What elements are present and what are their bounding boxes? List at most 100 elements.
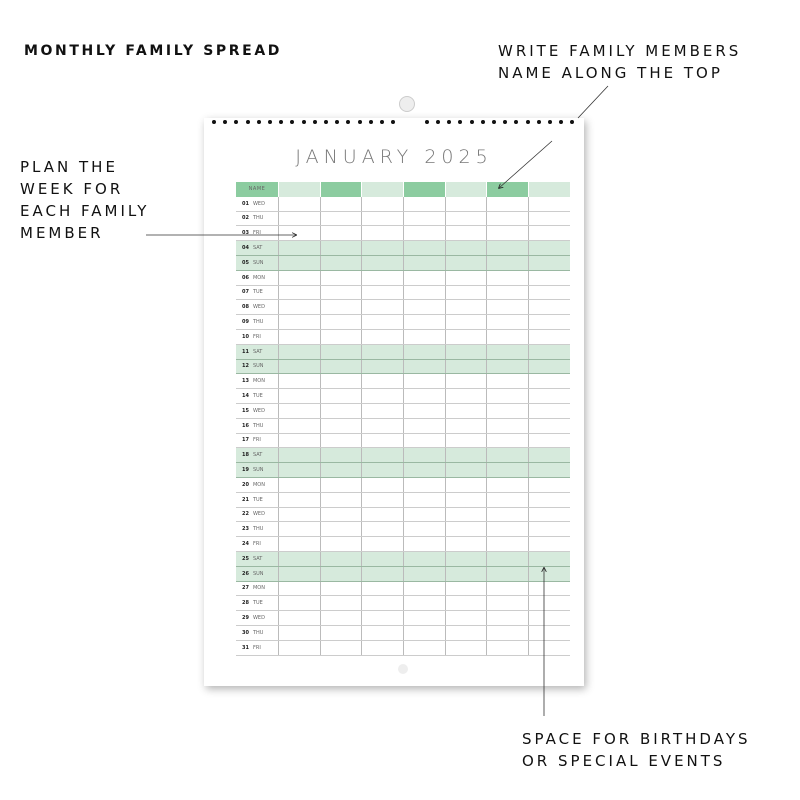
plan-cell[interactable] bbox=[278, 359, 320, 374]
plan-cell[interactable] bbox=[278, 211, 320, 226]
member-name-cell[interactable] bbox=[278, 182, 320, 197]
plan-cell[interactable] bbox=[486, 211, 528, 226]
plan-cell[interactable] bbox=[486, 285, 528, 300]
plan-cell[interactable] bbox=[319, 448, 362, 463]
plan-cell[interactable] bbox=[444, 448, 487, 463]
plan-cell[interactable] bbox=[403, 403, 445, 418]
plan-cell[interactable] bbox=[403, 255, 445, 270]
plan-cell[interactable] bbox=[444, 566, 487, 581]
plan-cell[interactable] bbox=[403, 433, 445, 448]
plan-cell[interactable] bbox=[486, 389, 528, 403]
plan-cell[interactable] bbox=[278, 403, 320, 418]
plan-cell[interactable] bbox=[361, 640, 403, 655]
plan-cell[interactable] bbox=[361, 596, 403, 611]
plan-cell[interactable] bbox=[486, 640, 528, 655]
plan-cell[interactable] bbox=[319, 285, 362, 300]
plan-cell[interactable] bbox=[319, 566, 362, 581]
plan-cell[interactable] bbox=[528, 507, 570, 522]
plan-cell[interactable] bbox=[278, 329, 320, 344]
plan-cell[interactable] bbox=[444, 300, 487, 315]
plan-cell[interactable] bbox=[403, 640, 445, 655]
plan-cell[interactable] bbox=[361, 211, 403, 226]
plan-cell[interactable] bbox=[528, 285, 570, 300]
plan-cell[interactable] bbox=[444, 211, 487, 226]
plan-cell[interactable] bbox=[528, 389, 570, 403]
plan-cell[interactable] bbox=[444, 492, 487, 507]
plan-cell[interactable] bbox=[528, 477, 570, 492]
plan-cell[interactable] bbox=[403, 537, 445, 551]
plan-cell[interactable] bbox=[444, 344, 487, 359]
plan-cell[interactable] bbox=[319, 300, 362, 315]
plan-cell[interactable] bbox=[486, 374, 528, 389]
plan-cell[interactable] bbox=[444, 315, 487, 329]
member-name-cell[interactable] bbox=[528, 182, 570, 197]
plan-cell[interactable] bbox=[528, 596, 570, 611]
plan-cell[interactable] bbox=[403, 477, 445, 492]
plan-cell[interactable] bbox=[361, 566, 403, 581]
plan-cell[interactable] bbox=[278, 241, 320, 255]
plan-cell[interactable] bbox=[278, 640, 320, 655]
plan-cell[interactable] bbox=[278, 448, 320, 463]
member-name-cell[interactable] bbox=[319, 182, 362, 197]
plan-cell[interactable] bbox=[444, 418, 487, 433]
plan-cell[interactable] bbox=[444, 522, 487, 537]
plan-cell[interactable] bbox=[278, 389, 320, 403]
plan-cell[interactable] bbox=[486, 226, 528, 241]
plan-cell[interactable] bbox=[361, 403, 403, 418]
plan-cell[interactable] bbox=[444, 507, 487, 522]
plan-cell[interactable] bbox=[486, 270, 528, 285]
plan-cell[interactable] bbox=[444, 226, 487, 241]
plan-cell[interactable] bbox=[319, 329, 362, 344]
plan-cell[interactable] bbox=[403, 418, 445, 433]
plan-cell[interactable] bbox=[319, 270, 362, 285]
plan-cell[interactable] bbox=[403, 463, 445, 477]
plan-cell[interactable] bbox=[528, 403, 570, 418]
plan-cell[interactable] bbox=[278, 374, 320, 389]
plan-cell[interactable] bbox=[361, 611, 403, 625]
plan-cell[interactable] bbox=[319, 433, 362, 448]
plan-cell[interactable] bbox=[444, 403, 487, 418]
plan-cell[interactable] bbox=[403, 315, 445, 329]
plan-cell[interactable] bbox=[278, 433, 320, 448]
plan-cell[interactable] bbox=[319, 477, 362, 492]
plan-cell[interactable] bbox=[278, 226, 320, 241]
plan-cell[interactable] bbox=[528, 640, 570, 655]
plan-cell[interactable] bbox=[444, 285, 487, 300]
plan-cell[interactable] bbox=[278, 492, 320, 507]
plan-cell[interactable] bbox=[319, 374, 362, 389]
plan-cell[interactable] bbox=[444, 596, 487, 611]
plan-cell[interactable] bbox=[528, 418, 570, 433]
plan-cell[interactable] bbox=[444, 389, 487, 403]
plan-cell[interactable] bbox=[278, 596, 320, 611]
plan-cell[interactable] bbox=[528, 255, 570, 270]
plan-cell[interactable] bbox=[444, 270, 487, 285]
plan-cell[interactable] bbox=[361, 448, 403, 463]
member-name-cell[interactable] bbox=[486, 182, 529, 197]
plan-cell[interactable] bbox=[486, 522, 528, 537]
plan-cell[interactable] bbox=[528, 315, 570, 329]
plan-cell[interactable] bbox=[319, 507, 362, 522]
plan-cell[interactable] bbox=[278, 522, 320, 537]
plan-cell[interactable] bbox=[486, 433, 528, 448]
plan-cell[interactable] bbox=[444, 551, 487, 566]
plan-cell[interactable] bbox=[486, 566, 528, 581]
plan-cell[interactable] bbox=[319, 241, 362, 255]
plan-cell[interactable] bbox=[361, 433, 403, 448]
plan-cell[interactable] bbox=[361, 581, 403, 596]
member-name-cell[interactable] bbox=[444, 182, 487, 197]
plan-cell[interactable] bbox=[444, 463, 487, 477]
plan-cell[interactable] bbox=[361, 315, 403, 329]
plan-cell[interactable] bbox=[528, 522, 570, 537]
plan-cell[interactable] bbox=[319, 211, 362, 226]
plan-cell[interactable] bbox=[528, 492, 570, 507]
plan-cell[interactable] bbox=[444, 433, 487, 448]
plan-cell[interactable] bbox=[361, 359, 403, 374]
plan-cell[interactable] bbox=[361, 255, 403, 270]
plan-cell[interactable] bbox=[361, 270, 403, 285]
plan-cell[interactable] bbox=[319, 389, 362, 403]
plan-cell[interactable] bbox=[444, 329, 487, 344]
plan-cell[interactable] bbox=[486, 196, 528, 211]
plan-cell[interactable] bbox=[403, 596, 445, 611]
plan-cell[interactable] bbox=[319, 492, 362, 507]
plan-cell[interactable] bbox=[403, 211, 445, 226]
